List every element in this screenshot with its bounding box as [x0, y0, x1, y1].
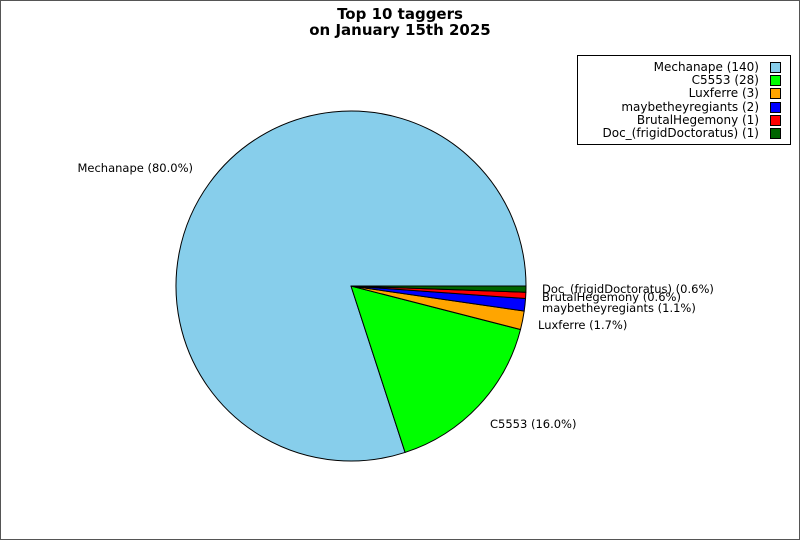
- legend-label: Doc_(frigidDoctoratus) (1): [602, 126, 760, 141]
- legend-item: maybetheyregiants (2): [578, 99, 790, 114]
- slice-label-c5553: C5553 (16.0%): [490, 417, 576, 431]
- legend-label: Luxferre (3): [688, 86, 759, 101]
- legend-swatch: [770, 88, 781, 100]
- slice-label-doc-frigiddoctoratus: Doc_(frigidDoctoratus) (0.6%): [542, 282, 714, 296]
- legend-label: Mechanape (140): [653, 60, 759, 75]
- legend-swatch: [770, 75, 781, 87]
- slice-label-brutalhegemony: BrutalHegemony (0.6%): [542, 290, 681, 304]
- slice-label-mechanape: Mechanape (80.0%): [77, 161, 193, 175]
- chart-legend: Mechanape (140) C5553 (28) Luxferre (3) may…: [577, 55, 791, 145]
- legend-item: Doc_(frigidDoctoratus) (1): [578, 127, 790, 140]
- chart-title-line-2: on January 15th 2025: [309, 21, 491, 39]
- legend-item: C5553 (28): [578, 74, 790, 87]
- legend-label: maybetheyregiants (2): [621, 99, 759, 114]
- legend-item: Mechanape (140): [578, 61, 790, 74]
- chart-title-line-1: Top 10 taggers: [337, 5, 463, 23]
- legend-swatch: [770, 62, 781, 74]
- legend-item: BrutalHegemony (1): [578, 112, 790, 127]
- legend-swatch: [770, 114, 781, 126]
- pie-slice-c5553: [350, 285, 521, 453]
- legend-swatch: [770, 101, 781, 113]
- slice-label-maybetheyregiants: maybetheyregiants (1.1%): [542, 301, 696, 315]
- legend-swatch: [770, 128, 781, 140]
- chart-title: Top 10 taggers on January 15th 2025: [1, 6, 799, 38]
- legend-label: C5553 (28): [691, 73, 759, 88]
- legend-item: Luxferre (3): [578, 87, 790, 100]
- pie-slice-doc-frigiddoctoratus: [350, 285, 527, 293]
- legend-label: BrutalHegemony (1): [636, 112, 759, 127]
- slice-label-luxferre: Luxferre (1.7%): [538, 318, 627, 332]
